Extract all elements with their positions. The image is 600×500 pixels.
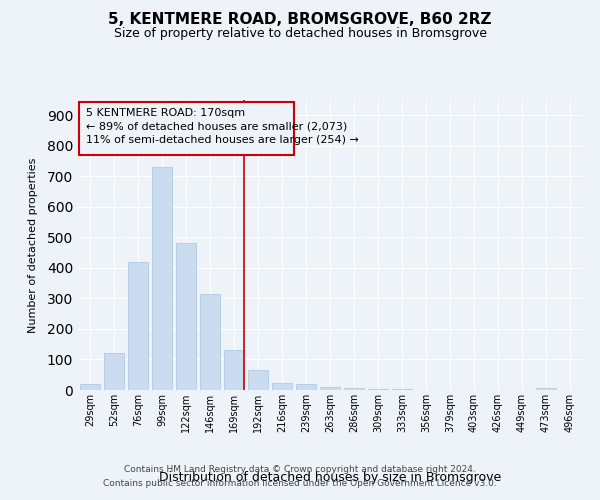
Y-axis label: Number of detached properties: Number of detached properties [28, 158, 38, 332]
X-axis label: Distribution of detached houses by size in Bromsgrove: Distribution of detached houses by size … [159, 471, 501, 484]
Bar [272, 384, 292, 390]
Text: 11% of semi-detached houses are larger (254) →: 11% of semi-detached houses are larger (… [86, 135, 359, 145]
Bar [200, 294, 220, 390]
Bar [104, 354, 124, 390]
Bar [536, 388, 556, 390]
Bar [176, 244, 196, 390]
Text: 5, KENTMERE ROAD, BROMSGROVE, B60 2RZ: 5, KENTMERE ROAD, BROMSGROVE, B60 2RZ [108, 12, 492, 28]
Bar [80, 384, 100, 390]
Text: Contains HM Land Registry data © Crown copyright and database right 2024.
Contai: Contains HM Land Registry data © Crown c… [103, 466, 497, 487]
Bar [224, 350, 244, 390]
Bar [128, 262, 148, 390]
Bar [296, 384, 316, 390]
Bar [368, 389, 388, 390]
Text: ← 89% of detached houses are smaller (2,073): ← 89% of detached houses are smaller (2,… [86, 122, 347, 132]
Bar [320, 387, 340, 390]
Text: 5 KENTMERE ROAD: 170sqm: 5 KENTMERE ROAD: 170sqm [86, 108, 245, 118]
Bar [344, 388, 364, 390]
FancyBboxPatch shape [79, 102, 294, 155]
Bar [248, 370, 268, 390]
Text: Size of property relative to detached houses in Bromsgrove: Size of property relative to detached ho… [113, 28, 487, 40]
Bar [152, 167, 172, 390]
